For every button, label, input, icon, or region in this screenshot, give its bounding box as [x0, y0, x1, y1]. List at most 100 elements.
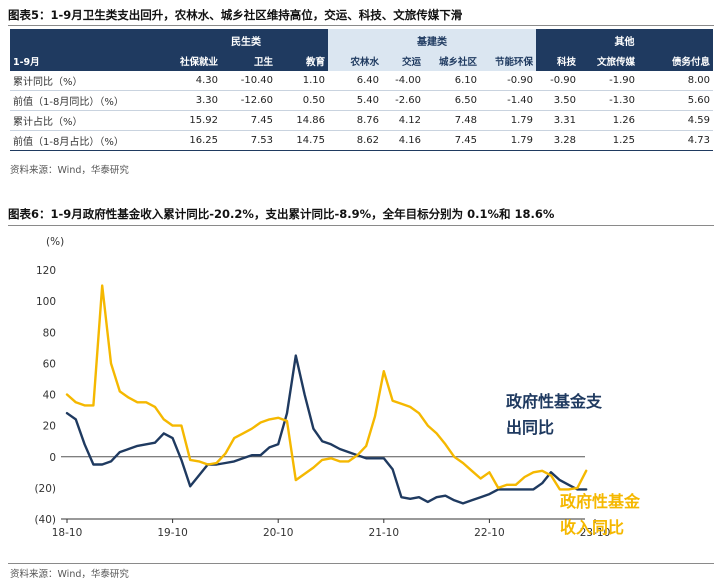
table-cell: -4.00: [382, 71, 424, 91]
series-line-1: [65, 284, 588, 491]
table-cell: 0.50: [276, 90, 328, 111]
table-cell: 4.12: [382, 110, 424, 131]
table-cell: 7.45: [424, 130, 480, 151]
row-header-period: 1-9月: [10, 51, 164, 71]
table-row: 前值（1-8月同比）（%） 3.30 -12.60 0.50 5.40 -2.6…: [10, 90, 714, 111]
column-header: 卫生: [221, 51, 276, 71]
y-tick-label: 60: [43, 358, 56, 370]
x-tick-label: 18-10: [52, 527, 83, 539]
table-cell: 3.30: [164, 90, 221, 111]
figure6-title: 图表6：1-9月政府性基金收入累计同比-20.2%，支出累计同比-8.9%，全年…: [8, 207, 555, 221]
figure6-bottom-rule: [8, 563, 714, 564]
x-tick-label: 19-10: [157, 527, 188, 539]
table-cell: 3.28: [536, 130, 579, 151]
table-cell: 1.10: [276, 71, 328, 91]
table-cell: 3.31: [536, 110, 579, 131]
table-cell: 6.10: [424, 71, 480, 91]
annotation-line: 出同比: [506, 418, 554, 437]
series-annotation: 政府性基金收入同比: [560, 492, 641, 537]
row-label: 前值（1-8月同比）（%）: [10, 90, 164, 111]
table-cell: 8.76: [328, 110, 382, 131]
table-cell: 14.86: [276, 110, 328, 131]
row-label: 前值（1-8月占比）（%）: [10, 130, 164, 151]
table-cell: 1.26: [579, 110, 638, 131]
table-row: 累计占比（%） 15.92 7.45 14.86 8.76 4.12 7.48 …: [10, 110, 714, 131]
y-axis-unit-label: (%): [46, 236, 64, 248]
figure5-title: 图表5：1-9月卫生类支出回升，农林水、城乡社区维持高位，交运、科技、文旅传媒下…: [8, 8, 463, 22]
table-cell: 1.79: [480, 130, 536, 151]
column-header: 文旅传媒: [579, 51, 638, 71]
column-header: 城乡社区: [424, 51, 480, 71]
column-header: 社保就业: [164, 51, 221, 71]
table-cell: 1.79: [480, 110, 536, 131]
y-axis: (%) 120 100 80 60 40 20 0 (20) (40): [34, 236, 64, 526]
x-tick-label: 21-10: [369, 527, 400, 539]
table-cell: 5.60: [638, 90, 714, 111]
y-tick-label: 100: [36, 296, 56, 308]
table-cell: 6.50: [424, 90, 480, 111]
table-cell: 16.25: [164, 130, 221, 151]
table-corner: [10, 29, 164, 51]
table-cell: -1.90: [579, 71, 638, 91]
figure6-source: 资料来源：Wind，华泰研究: [10, 569, 129, 580]
fund-yoy-line-chart: (%) 120 100 80 60 40 20 0 (20) (40) 18-10 19-10 20-…: [34, 236, 641, 539]
group-header-infrastructure: 基建类: [328, 29, 536, 51]
spending-table: 民生类 基建类 其他 1-9月 社保就业 卫生 教育 农林水 交运 城乡社区 节…: [10, 29, 714, 151]
x-tick-label: 20-10: [263, 527, 294, 539]
column-header: 科技: [536, 51, 579, 71]
y-tick-label: (20): [34, 483, 56, 495]
table-cell: 6.40: [328, 71, 382, 91]
table-cell: -1.30: [579, 90, 638, 111]
group-header-livelihood: 民生类: [164, 29, 328, 51]
table-cell: 4.73: [638, 130, 714, 151]
table-cell: -1.40: [480, 90, 536, 111]
table-cell: 7.53: [221, 130, 276, 151]
figure5-title-rule: [8, 25, 714, 26]
table-cell: 8.00: [638, 71, 714, 91]
y-tick-label: 0: [49, 452, 56, 464]
annotation-line: 收入同比: [560, 518, 624, 537]
table-row: 累计同比（%） 4.30 -10.40 1.10 6.40 -4.00 6.10…: [10, 71, 714, 91]
table-row: 前值（1-8月占比）（%） 16.25 7.53 14.75 8.62 4.16…: [10, 130, 714, 151]
y-tick-label: 120: [36, 265, 56, 277]
x-tick-label: 22-10: [474, 527, 505, 539]
series-annotation: 政府性基金支出同比: [506, 392, 603, 437]
table-cell: 5.40: [328, 90, 382, 111]
table-cell: 8.62: [328, 130, 382, 151]
x-axis: 18-10 19-10 20-10 21-10 22-10 23-10: [52, 456, 611, 539]
table-cell: 15.92: [164, 110, 221, 131]
annotation-line: 政府性基金: [560, 492, 641, 511]
y-tick-label: 20: [43, 421, 56, 433]
table-cell: 1.25: [579, 130, 638, 151]
table-cell: 7.48: [424, 110, 480, 131]
table-cell: -0.90: [536, 71, 579, 91]
table-cell: -2.60: [382, 90, 424, 111]
figure5-source: 资料来源：Wind，华泰研究: [10, 165, 129, 176]
table-cell: -12.60: [221, 90, 276, 111]
y-tick-label: (40): [34, 514, 56, 526]
column-header: 教育: [276, 51, 328, 71]
series-layer: [65, 284, 588, 505]
table-cell: -0.90: [480, 71, 536, 91]
y-tick-label: 40: [43, 390, 56, 402]
series-line-0: [65, 354, 588, 505]
column-header: 农林水: [328, 51, 382, 71]
row-label: 累计同比（%）: [10, 71, 164, 91]
table-cell: -10.40: [221, 71, 276, 91]
y-tick-label: 80: [43, 327, 56, 339]
column-header: 节能环保: [480, 51, 536, 71]
column-header: 债务付息: [638, 51, 714, 71]
x-tick-label: 23-10: [580, 527, 611, 539]
table-cell: 4.59: [638, 110, 714, 131]
annotation-line: 政府性基金支: [506, 392, 603, 411]
table-cell: 4.16: [382, 130, 424, 151]
table-cell: 4.30: [164, 71, 221, 91]
column-header: 交运: [382, 51, 424, 71]
figure6-title-rule: [8, 225, 714, 226]
table-cell: 14.75: [276, 130, 328, 151]
table-cell: 7.45: [221, 110, 276, 131]
row-label: 累计占比（%）: [10, 110, 164, 131]
table-cell: 3.50: [536, 90, 579, 111]
group-header-other: 其他: [536, 29, 714, 51]
